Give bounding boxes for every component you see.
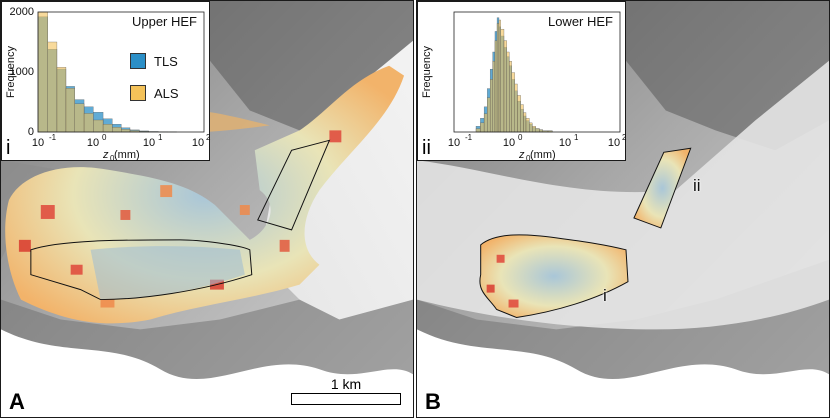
xtick-exponent: -1 xyxy=(49,133,57,142)
ytick-label: 1000 xyxy=(10,66,34,78)
x-axis-label-sub: 0 xyxy=(526,154,531,162)
xtick-label: 10 xyxy=(32,137,44,149)
histogram-bar-als xyxy=(93,119,104,133)
inset-title: Lower HEF xyxy=(547,14,613,29)
histogram-bar-als xyxy=(523,112,527,133)
histogram-bar-als xyxy=(112,127,122,133)
histogram-bar-als xyxy=(529,122,533,133)
x-axis-label-unit: (mm) xyxy=(530,149,556,161)
histogram-bar-als xyxy=(492,60,496,133)
histogram-bar-als xyxy=(517,95,521,133)
map-panel-b: Frequency 10 -1 10 0 10 1 10 2 z 0 (mm) xyxy=(416,0,830,418)
legend-item-tls: TLS xyxy=(130,48,179,74)
legend-label: ALS xyxy=(154,85,179,101)
xtick-exponent: 1 xyxy=(574,133,579,142)
legend-item-als: ALS xyxy=(130,80,179,106)
xtick-exponent: -1 xyxy=(465,133,473,142)
glacier-region-ii xyxy=(633,147,692,229)
ytick-label: 2000 xyxy=(10,6,34,18)
xtick-exponent: 0 xyxy=(102,133,107,142)
map-panel-a: 2000 1000 0 Frequency 10 -1 10 0 10 1 10… xyxy=(0,0,414,418)
region-label-ii: ii xyxy=(693,176,701,195)
glacier-region-i xyxy=(479,234,629,318)
scalebar-label: 1 km xyxy=(330,376,362,392)
glacier-outline-upper-a xyxy=(30,239,253,301)
histogram-bar-als xyxy=(65,88,75,133)
y-axis-label: Frequency xyxy=(421,46,433,98)
histogram-bar-als xyxy=(506,51,510,133)
xtick-label: 10 xyxy=(608,137,620,149)
histogram-bar-als xyxy=(475,128,481,133)
region-label-i: i xyxy=(603,286,607,305)
histogram-bar-als xyxy=(37,11,48,133)
legend-label: TLS xyxy=(154,53,178,69)
xtick-exponent: 2 xyxy=(206,133,211,142)
xtick-label: 10 xyxy=(448,137,460,149)
legend-swatch-tls xyxy=(130,53,146,69)
histogram-bar-als xyxy=(498,19,501,133)
histogram-bar-als xyxy=(511,72,515,133)
x-axis-label-unit: (mm) xyxy=(114,149,140,161)
histogram-legend: TLS ALS xyxy=(130,48,179,112)
histogram-bar-als xyxy=(480,122,485,133)
histogram-bar-als xyxy=(47,41,58,133)
histogram-bar-als xyxy=(496,23,500,133)
y-axis-label: Frequency xyxy=(5,46,17,98)
histogram-bar-als xyxy=(494,40,498,133)
inset-title: Upper HEF xyxy=(131,14,197,29)
xtick-label: 10 xyxy=(143,137,155,149)
glacier-outline-lower-a xyxy=(257,139,331,231)
xtick-exponent: 1 xyxy=(158,133,163,142)
histogram-bar-als xyxy=(74,103,85,133)
x-axis-label-main: z xyxy=(102,149,109,161)
histogram-bar-als xyxy=(121,129,131,133)
histogram-bar-als xyxy=(489,79,493,133)
histogram-bar-als xyxy=(487,97,491,133)
ytick-label: 0 xyxy=(28,126,34,138)
xtick-label: 10 xyxy=(192,137,204,149)
inset-tag: ii xyxy=(422,137,431,159)
histogram-upper-chart: 2000 1000 0 Frequency 10 -1 10 0 10 1 10… xyxy=(5,6,211,162)
xtick-exponent: 2 xyxy=(622,133,627,142)
histogram-bar-als xyxy=(503,40,507,133)
histogram-bar-als xyxy=(532,126,536,133)
panel-label-a: A xyxy=(9,389,25,414)
xtick-label: 10 xyxy=(87,137,99,149)
histogram-bar-als xyxy=(83,113,94,133)
inset-tag: i xyxy=(6,137,11,159)
histogram-lower-chart: Frequency 10 -1 10 0 10 1 10 2 z 0 (mm) xyxy=(421,11,627,162)
legend-swatch-als xyxy=(130,85,146,101)
histogram-bar-als xyxy=(520,104,524,133)
x-axis-label-main: z xyxy=(518,149,525,161)
histogram-bar-als xyxy=(102,124,113,133)
histogram-bar-als xyxy=(525,118,530,133)
panel-label-b: B xyxy=(425,389,441,414)
scalebar xyxy=(291,393,401,405)
histogram-bar-als xyxy=(509,60,512,133)
histogram-bar-als xyxy=(500,28,505,133)
histogram-bar-als xyxy=(483,113,488,133)
histogram-bar-als xyxy=(56,67,67,133)
xtick-label: 10 xyxy=(559,137,571,149)
histogram-bar-als xyxy=(514,83,518,133)
xtick-label: 10 xyxy=(503,137,515,149)
histogram-inset-upper: 2000 1000 0 Frequency 10 -1 10 0 10 1 10… xyxy=(1,1,211,162)
histogram-inset-lower: Frequency 10 -1 10 0 10 1 10 2 z 0 (mm) xyxy=(417,1,627,162)
x-axis-label-sub: 0 xyxy=(110,154,115,162)
histogram-bar-als xyxy=(535,128,540,133)
xtick-exponent: 0 xyxy=(518,133,523,142)
